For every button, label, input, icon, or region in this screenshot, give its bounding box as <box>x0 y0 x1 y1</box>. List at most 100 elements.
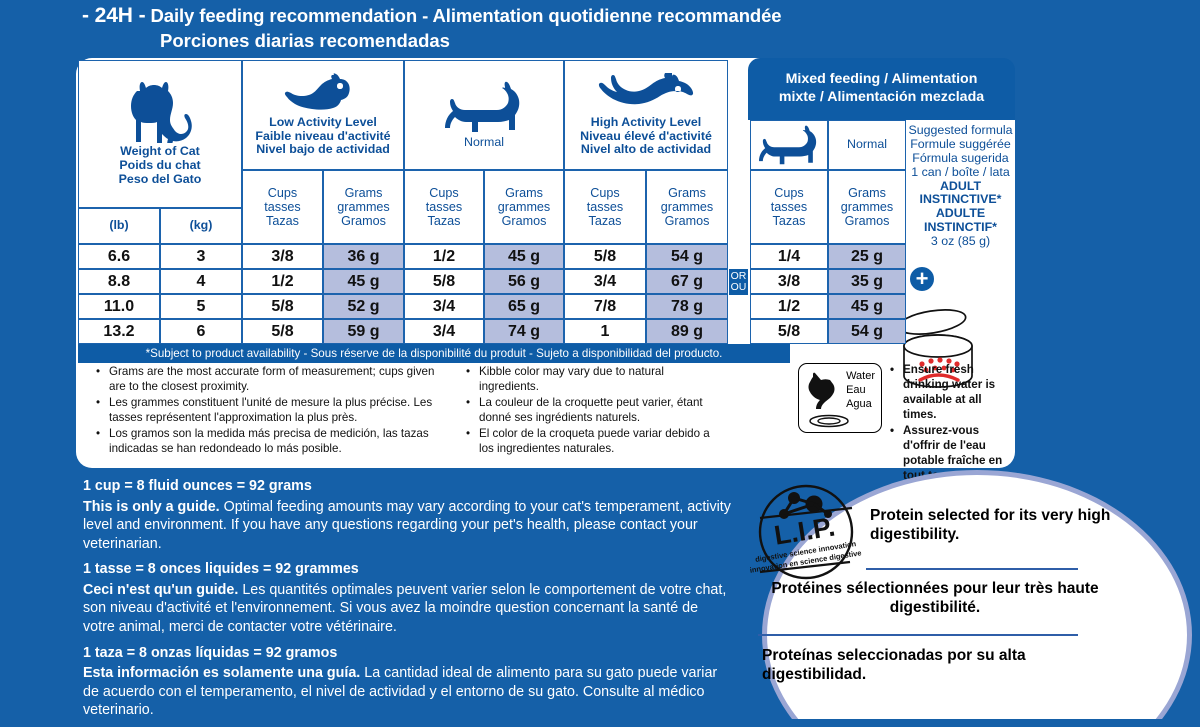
cat-standing-icon <box>131 82 192 144</box>
cell-normal_cups-row1: 1/2 <box>404 244 484 269</box>
suggested-formula-size: 3 oz (85 g) <box>930 234 991 249</box>
suggested-formula-can: 1 can / boîte / lata <box>911 164 1010 179</box>
note-item: Kibble color may vary due to natural ing… <box>466 364 714 394</box>
cell-normal_cups-row4: 3/4 <box>404 319 484 344</box>
cell-mixed_cups-row4: 5/8 <box>750 319 828 344</box>
mixed-feeding-header: Mixed feeding / Alimentation mixte / Ali… <box>748 58 1015 120</box>
weight-header-en: Weight of Cat <box>120 144 200 159</box>
notes-column-1: Grams are the most accurate form of meas… <box>94 364 454 457</box>
mixed-feeding-header-line1: Mixed feeding / Alimentation <box>785 71 978 88</box>
weight-header-es: Peso del Gato <box>118 171 202 186</box>
divider-1 <box>866 568 1078 570</box>
plus-badge-icon: + <box>908 265 936 293</box>
low-grams-header: Grams grammes Gramos <box>323 170 404 244</box>
cell-high_g-row2: 67 g <box>646 269 728 294</box>
unit-cups-en: Cups <box>267 185 298 200</box>
protein-text-es: Proteínas seleccionadas por su alta dige… <box>762 647 1026 684</box>
suggested-formula-es: Fórmula sugerida <box>912 150 1009 165</box>
title-badge-24h: - 24H - <box>82 4 146 27</box>
note-item: Los gramos son la medida más precisa de … <box>96 426 454 456</box>
note-item: El color de la croqueta puede variar deb… <box>466 426 714 456</box>
cell-normal_cups-row3: 3/4 <box>404 294 484 319</box>
high-activity-label-fr: Niveau élevé d'activité <box>580 128 712 143</box>
high-activity-label-es: Nivel alto de actividad <box>580 142 712 157</box>
water-icon-box: Water Eau Agua <box>798 363 882 433</box>
suggested-formula-product-fr: ADULTE INSTINCTIF* <box>924 206 997 235</box>
mixed-normal-icon-cell <box>750 120 828 170</box>
cell-low_g-row1: 36 g <box>323 244 404 269</box>
high-cups-header: Cups tasses Tazas <box>564 170 646 244</box>
lip-panel: L.I.P. digestive science innovation inno… <box>740 466 1200 719</box>
lip-logo-icon: L.I.P. digestive science innovation inno… <box>749 474 862 586</box>
protein-text-fr: Protéines sélectionnées pour leur très h… <box>771 580 1099 617</box>
note-item: Grams are the most accurate form of meas… <box>96 364 454 394</box>
cell-mixed_cups-row3: 1/2 <box>750 294 828 319</box>
cat-walking-icon <box>445 81 520 132</box>
guide-paragraph-en: This is only a guide. Optimal feeding am… <box>83 498 731 552</box>
low-cups-header: Cups tasses Tazas <box>242 170 323 244</box>
bottom-guide-text: 1 cup = 8 fluid ounces = 92 grams This i… <box>83 477 733 727</box>
cell-mixed_g-row3: 45 g <box>828 294 906 319</box>
cell-mixed_g-row1: 25 g <box>828 244 906 269</box>
cell-kg-row4: 6 <box>160 319 242 344</box>
equivalence-en: 1 cup = 8 fluid ounces = 92 grams <box>83 478 312 494</box>
low-activity-header: Low Activity Level Faible niveau d'activ… <box>242 60 404 170</box>
cell-high_cups-row4: 1 <box>564 319 646 344</box>
unit-grams-es: Gramos <box>341 214 386 229</box>
cell-lb-row3: 11.0 <box>78 294 160 319</box>
title-line-1: Daily feeding recommendation - Alimentat… <box>150 5 782 26</box>
cell-low_g-row2: 45 g <box>323 269 404 294</box>
guide-paragraph-fr: Ceci n'est qu'un guide. Les quantités op… <box>83 581 727 636</box>
cell-high_g-row4: 89 g <box>646 319 728 344</box>
cell-lb-row1: 6.6 <box>78 244 160 269</box>
cell-mixed_cups-row1: 1/4 <box>750 244 828 269</box>
cell-mixed_g-row2: 35 g <box>828 269 906 294</box>
equivalence-fr: 1 tasse = 8 onces liquides = 92 grammes <box>83 561 359 578</box>
suggested-formula-product-en: ADULT INSTINCTIVE* <box>919 178 1002 207</box>
cell-low_g-row4: 59 g <box>323 319 404 344</box>
unit-grams-fr: grammes <box>337 199 390 214</box>
cell-low_cups-row3: 5/8 <box>242 294 323 319</box>
cell-low_cups-row1: 3/8 <box>242 244 323 269</box>
cell-normal_g-row1: 45 g <box>484 244 564 269</box>
mixed-normal-label: Normal <box>828 120 906 170</box>
high-activity-header: High Activity Level Niveau élevé d'activ… <box>564 60 728 170</box>
cell-lb-row2: 8.8 <box>78 269 160 294</box>
protein-text-en: Protein selected for its very high diges… <box>870 507 1111 544</box>
normal-grams-header: Grams grammes Gramos <box>484 170 564 244</box>
high-activity-label-en: High Activity Level <box>590 114 702 129</box>
title-line-2: Porciones diarias recomendadas <box>160 29 450 51</box>
cell-normal_g-row2: 56 g <box>484 269 564 294</box>
cell-normal_g-row3: 65 g <box>484 294 564 319</box>
cell-mixed_cups-row2: 3/8 <box>750 269 828 294</box>
normal-cups-header: Cups tasses Tazas <box>404 170 484 244</box>
cell-high_cups-row1: 5/8 <box>564 244 646 269</box>
normal-activity-header: Normal <box>404 60 564 170</box>
weight-unit-lb: (lb) <box>78 208 160 244</box>
cat-walking-icon <box>759 125 817 165</box>
unit-grams-en: Grams <box>344 185 383 200</box>
cell-mixed_g-row4: 54 g <box>828 319 906 344</box>
guide-paragraph-es: Esta información es solamente una guía. … <box>83 665 718 719</box>
mixed-cups-header: Cups tasses Tazas <box>750 170 828 244</box>
weight-unit-kg: (kg) <box>160 208 242 244</box>
cell-normal_g-row4: 74 g <box>484 319 564 344</box>
normal-activity-label: Normal <box>464 134 504 149</box>
availability-disclaimer: *Subject to product availability - Sous … <box>78 344 790 363</box>
note-item: Les grammes constituent l'unité de mesur… <box>96 395 454 425</box>
low-activity-label-en: Low Activity Level <box>269 114 377 129</box>
notes-column-2: Kibble color may vary due to natural ing… <box>464 364 714 457</box>
water-labels: Water Eau Agua <box>846 370 875 410</box>
cell-low_g-row3: 52 g <box>323 294 404 319</box>
page-title: - 24H - Daily feeding recommendation - A… <box>82 4 1032 52</box>
mixed-grams-header: Grams grammes Gramos <box>828 170 906 244</box>
high-grams-header: Grams grammes Gramos <box>646 170 728 244</box>
cell-normal_cups-row2: 5/8 <box>404 269 484 294</box>
divider-2 <box>758 634 1078 636</box>
cell-low_cups-row2: 1/2 <box>242 269 323 294</box>
unit-cups-fr: tasses <box>264 199 301 214</box>
note-item: Ensure fresh drinking water is available… <box>890 362 1016 422</box>
cell-high_cups-row2: 3/4 <box>564 269 646 294</box>
weight-of-cat-header: Weight of Cat Poids du chat Peso del Gat… <box>78 60 242 208</box>
